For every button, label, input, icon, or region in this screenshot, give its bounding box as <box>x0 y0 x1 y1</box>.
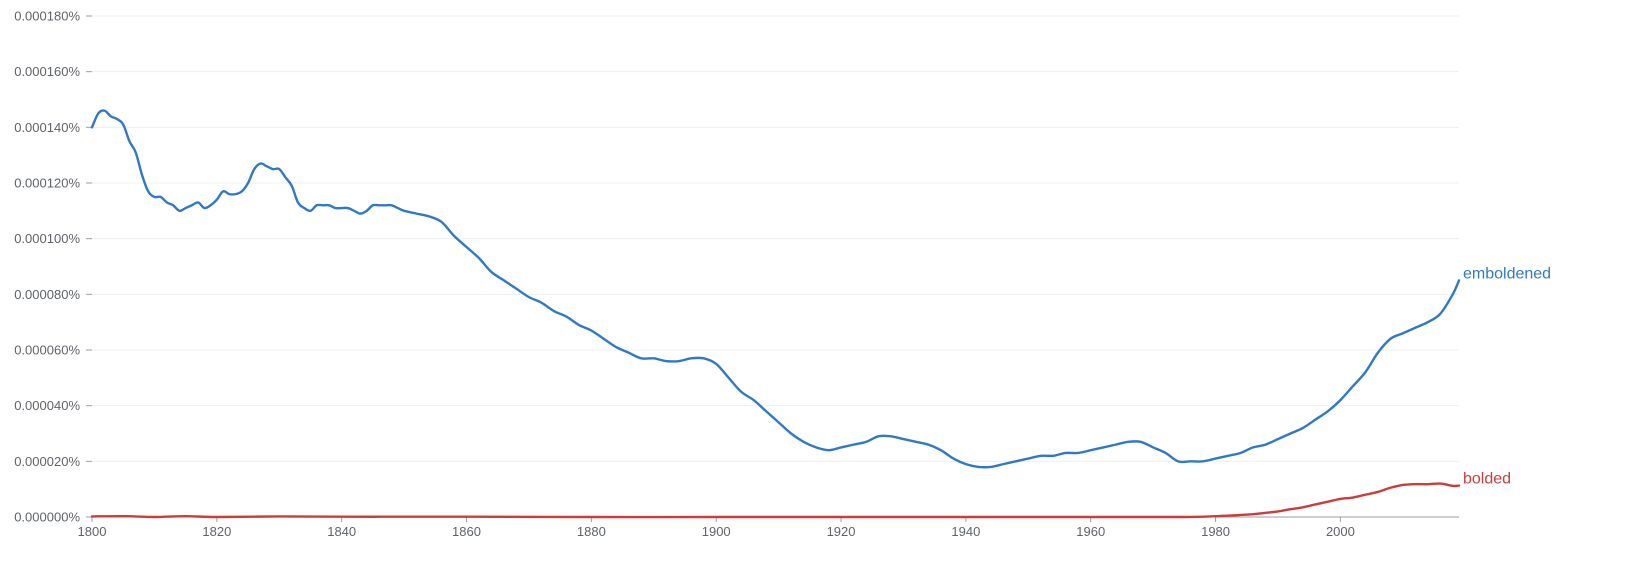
y-tick-label: 0.000120% <box>14 176 80 191</box>
x-tick-label: 1800 <box>78 524 107 539</box>
x-tick-label: 1820 <box>202 524 231 539</box>
x-tick-labels: 1800 1820 1840 1860 1880 1900 1920 1940 1960 1980… <box>78 517 1355 539</box>
x-tick-label: 1940 <box>951 524 980 539</box>
x-tick-label: 2000 <box>1326 524 1355 539</box>
y-tick-label: 0.000180% <box>14 9 80 24</box>
y-tick-labels: 0.000180% 0.000160% 0.000140% 0.000120% 0.00… <box>14 9 80 525</box>
series-line-bolded[interactable] <box>90 482 1461 519</box>
x-tick-label: 1900 <box>702 524 731 539</box>
y-tick-label: 0.000140% <box>14 120 80 135</box>
x-tick-label: 1960 <box>1076 524 1105 539</box>
series-labels: emboldened bolded <box>1463 265 1551 487</box>
x-tick-label: 1860 <box>452 524 481 539</box>
y-tick-label: 0.000160% <box>14 64 80 79</box>
series-label-emboldened: emboldened <box>1463 265 1551 282</box>
series-lines[interactable] <box>90 109 1461 519</box>
y-tick-label: 0.000040% <box>14 398 80 413</box>
x-tick-label: 1920 <box>827 524 856 539</box>
x-tick-label: 1840 <box>327 524 356 539</box>
series-label-bolded: bolded <box>1463 471 1511 488</box>
y-tick-label: 0.000100% <box>14 231 80 246</box>
y-tick-label: 0.000020% <box>14 454 80 469</box>
y-tick-label: 0.000080% <box>14 287 80 302</box>
series-line-emboldened[interactable] <box>90 109 1461 469</box>
x-tick-label: 1980 <box>1201 524 1230 539</box>
gridlines <box>86 15 1459 518</box>
y-tick-label: 0.000060% <box>14 343 80 358</box>
x-tick-label: 1880 <box>577 524 606 539</box>
y-tick-label: 0.000000% <box>14 510 80 525</box>
